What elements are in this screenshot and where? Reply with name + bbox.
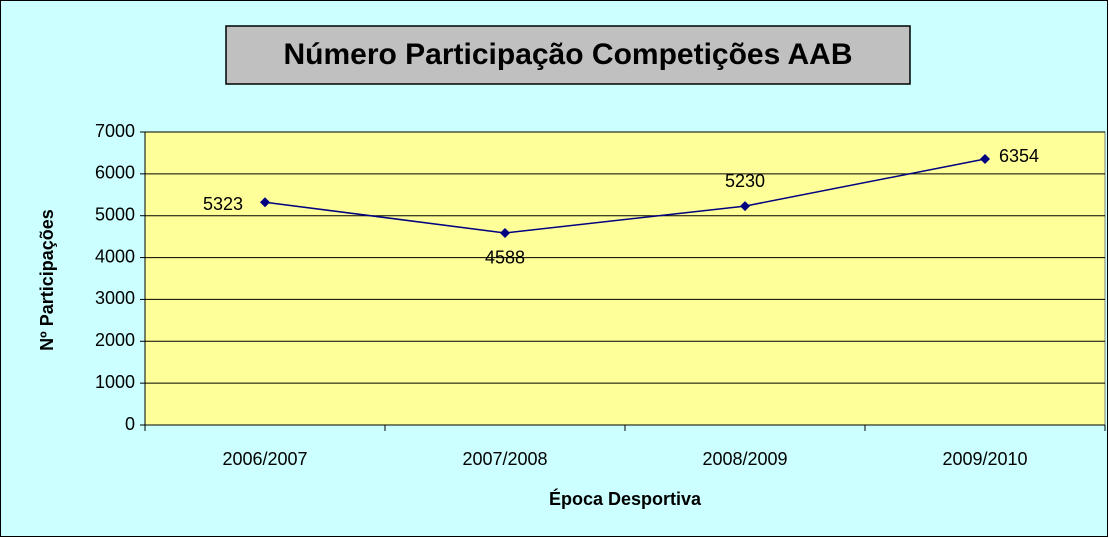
x-tick-label: 2008/2009 — [702, 449, 787, 469]
y-tick-label: 6000 — [95, 163, 135, 183]
y-tick-label: 5000 — [95, 204, 135, 224]
y-axis-label: Nº Participações — [37, 209, 57, 351]
chart-title: Número Participação Competições AAB — [283, 38, 852, 71]
title-box — [225, 25, 911, 85]
marker — [500, 227, 510, 238]
data-label: 6354 — [999, 146, 1039, 166]
data-label: 5323 — [203, 194, 243, 214]
marker — [260, 197, 270, 208]
y-tick-label: 1000 — [95, 372, 135, 392]
marker — [740, 201, 750, 212]
y-tick-label: 0 — [125, 414, 135, 434]
data-label: 5230 — [725, 171, 765, 191]
line — [264, 158, 986, 234]
plot-area — [144, 131, 1106, 426]
data-label: 4588 — [485, 248, 525, 268]
x-tick-label: 2007/2008 — [462, 449, 547, 469]
marker — [980, 154, 990, 165]
y-tick-label: 3000 — [95, 288, 135, 308]
y-tick-label: 4000 — [95, 246, 135, 266]
x-tick-label: 2006/2007 — [222, 449, 307, 469]
y-tick-label: 7000 — [95, 121, 135, 141]
x-tick-label: 2009/2010 — [942, 449, 1027, 469]
y-tick-label: 2000 — [95, 330, 135, 350]
x-axis-label: Época Desportiva — [549, 488, 702, 509]
